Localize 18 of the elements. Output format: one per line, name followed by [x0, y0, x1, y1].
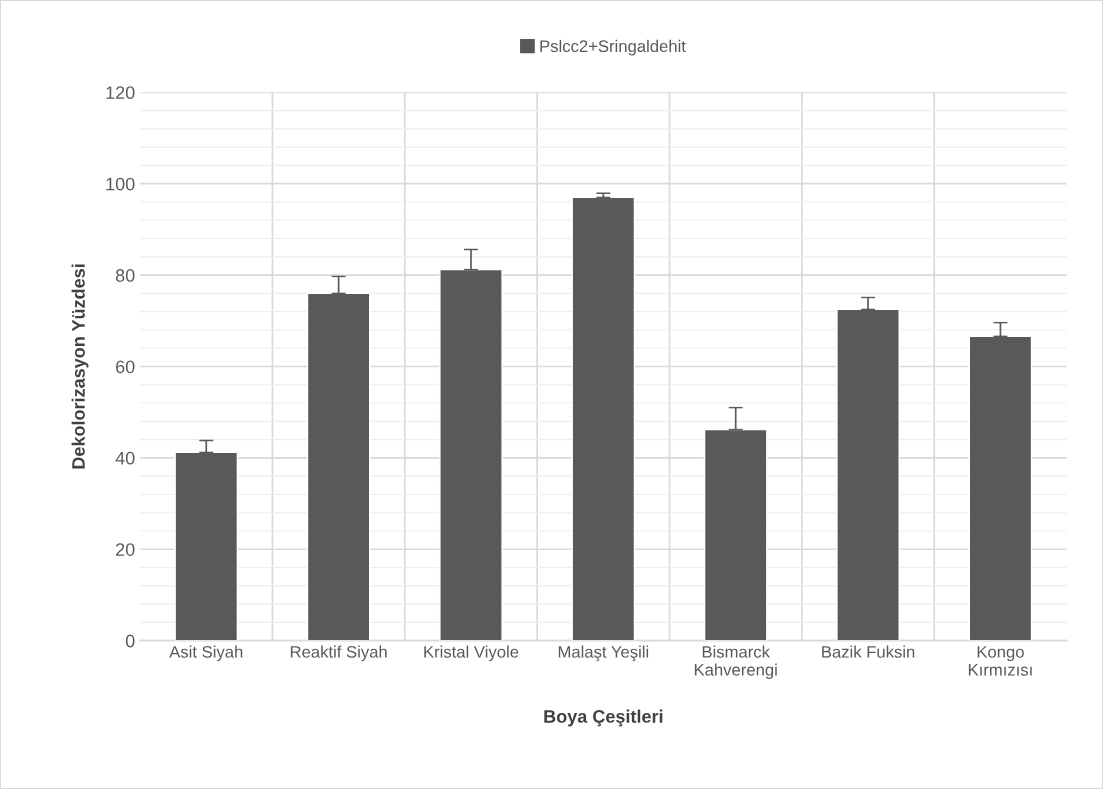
y-tick-label: 100 — [106, 177, 135, 191]
x-tick-label: Malaşt Yeşili — [558, 645, 649, 662]
x-tick-label: Reaktif Siyah — [290, 645, 387, 662]
x-tick-label: Asit Siyah — [169, 645, 243, 662]
y-tick-label: 40 — [115, 451, 135, 465]
legend-label: Pslcc2+Sringaldehit — [540, 39, 686, 56]
x-tick-label: Bazik Fuksin — [822, 645, 915, 658]
y-tick-label: 0 — [125, 634, 135, 648]
y-axis-title: Dekolorizasyon Yüzdesi — [71, 264, 89, 469]
y-tick-label: 60 — [116, 360, 135, 374]
x-tick-label: Kongo Kırmızısı — [968, 646, 1032, 676]
y-tick-label: 120 — [106, 86, 135, 100]
bar — [571, 196, 636, 641]
x-tick-label: Bismarck Kahverengi — [694, 645, 777, 680]
y-tick-label: 80 — [115, 269, 135, 282]
x-tick-label: Kristal Viyole — [424, 645, 519, 662]
y-tick-label: 20 — [116, 543, 135, 556]
x-axis-title: Boya Çeşitleri — [544, 709, 663, 727]
